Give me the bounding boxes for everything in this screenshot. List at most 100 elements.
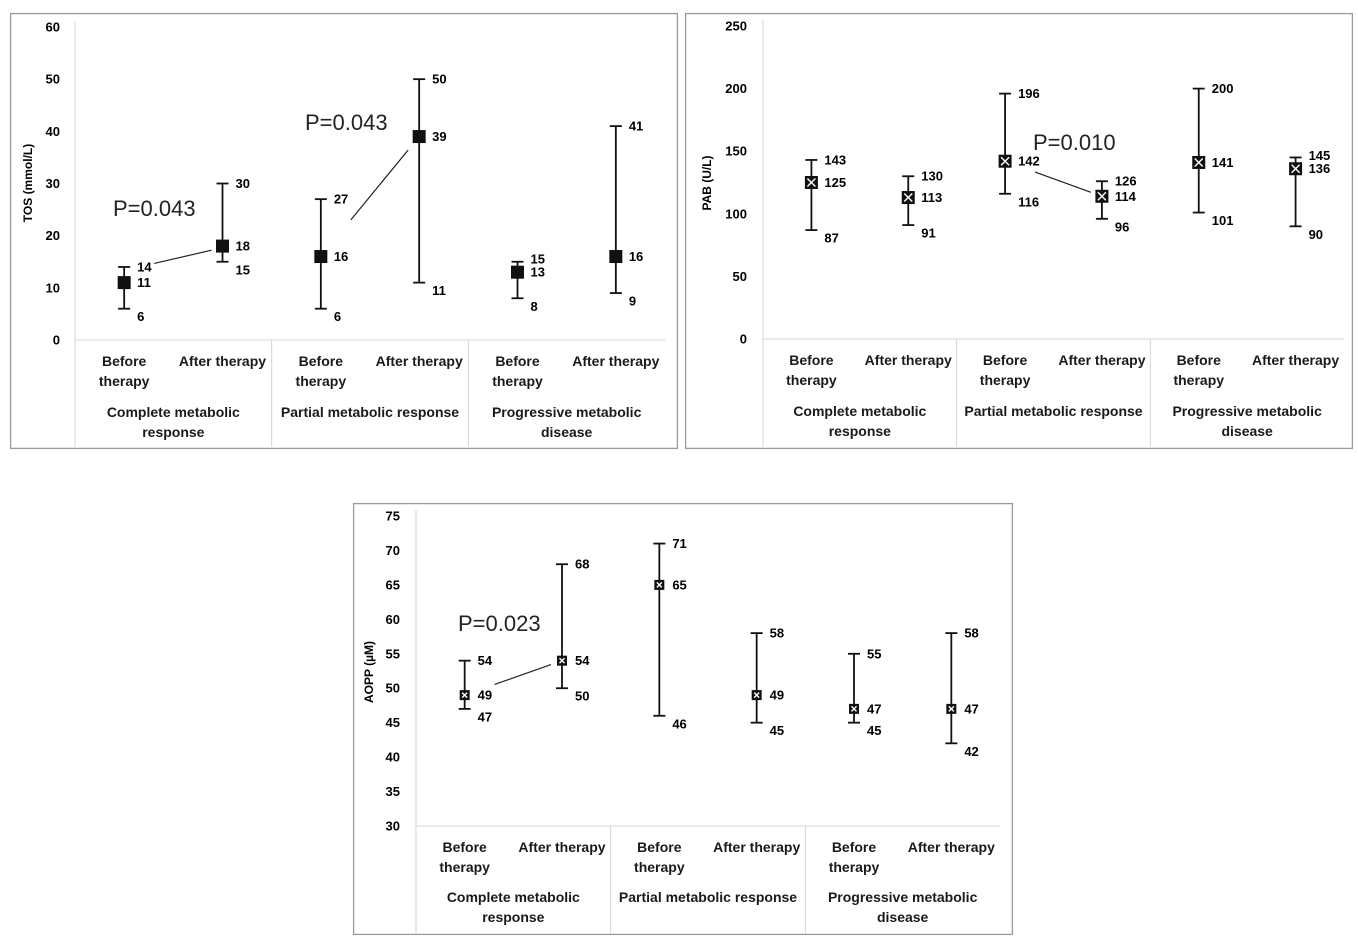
x-category-label-line: Before	[442, 839, 487, 855]
y-tick-label: 20	[46, 228, 60, 243]
x-category-label: After therapy	[908, 839, 995, 855]
x-category-label-line: Before	[637, 839, 682, 855]
upper-value-label: 200	[1212, 81, 1234, 96]
x-category-label: After therapy	[572, 353, 659, 369]
x-group-label: Progressive metabolic disease	[1172, 403, 1322, 439]
x-category-label-line: therapy	[296, 373, 347, 389]
y-tick-label: 30	[386, 819, 400, 834]
aopp-chart: 30 35 40 45 50 55 60 65 70 75 AOPP (µM) Before thera…	[352, 502, 1014, 936]
x-group-label: Complete metabolic response	[447, 889, 580, 925]
y-tick-label: 50	[46, 72, 60, 87]
center-value-label: 136	[1309, 161, 1331, 176]
center-value-label: 54	[575, 653, 590, 668]
y-tick-label: 70	[386, 543, 400, 558]
x-category-label-line: Before	[495, 353, 540, 369]
data-point-marker	[412, 130, 426, 144]
x-category-label: After therapy	[518, 839, 605, 855]
tos-chart: 0 10 20 30 40 50 60 TOS (mmol/L) Before therapy Af…	[9, 12, 679, 450]
x-category-label: After therapy	[1058, 352, 1145, 368]
center-value-label: 39	[432, 129, 446, 144]
chart-frame	[684, 12, 1354, 450]
p-value-label: P=0.043	[113, 196, 196, 221]
x-category-label: Before therapy	[99, 353, 150, 389]
y-tick-label: 40	[386, 750, 400, 765]
lower-value-label: 9	[629, 294, 636, 309]
marker-cross	[656, 581, 663, 588]
y-tick-label: 45	[386, 715, 400, 730]
x-group-label: Progressive metabolic disease	[492, 404, 642, 440]
y-tick-label: 200	[725, 81, 747, 96]
data-point-marker	[314, 250, 328, 264]
y-tick-label: 150	[725, 144, 747, 159]
center-value-label: 47	[964, 701, 978, 716]
y-axis-title: TOS (mmol/L)	[21, 144, 35, 222]
upper-value-label: 130	[921, 169, 943, 184]
upper-value-label: 55	[867, 646, 881, 661]
data-point-marker	[216, 239, 229, 253]
marker-cross	[1291, 164, 1301, 174]
x-category-label-line: therapy	[492, 373, 543, 389]
lower-value-label: 116	[1018, 194, 1039, 209]
upper-value-label: 196	[1018, 86, 1040, 101]
y-tick-label: 0	[740, 332, 747, 347]
x-category-label-line: After therapy	[1252, 352, 1339, 368]
chart-frame	[352, 502, 1014, 936]
lower-value-label: 96	[1115, 219, 1129, 234]
marker-cross	[559, 657, 565, 664]
upper-value-label: 14	[137, 259, 152, 274]
x-category-label: After therapy	[376, 353, 463, 369]
x-category-label: After therapy	[1252, 352, 1339, 368]
lower-value-label: 50	[575, 689, 589, 704]
center-value-label: 114	[1115, 189, 1137, 204]
x-category-label-line: therapy	[786, 372, 837, 388]
chart-frame	[9, 12, 679, 450]
data-point-marker	[511, 265, 524, 279]
x-category-label: Before therapy	[492, 353, 543, 389]
y-tick-label: 50	[386, 681, 400, 696]
marker-cross	[903, 193, 913, 203]
x-group-label-line: Partial metabolic response	[964, 403, 1142, 419]
upper-value-label: 50	[432, 72, 446, 87]
marker-cross	[851, 705, 857, 712]
marker-cross	[1000, 156, 1010, 166]
x-category-label: Before therapy	[786, 352, 837, 388]
lower-value-label: 42	[964, 744, 978, 759]
x-group-label-line: Complete metabolic	[447, 889, 580, 905]
x-category-label-line: After therapy	[572, 353, 659, 369]
x-group-label-line: response	[829, 423, 891, 439]
marker-cross	[1194, 157, 1204, 167]
center-value-label: 142	[1018, 154, 1040, 169]
x-group-label-line: Complete metabolic	[793, 403, 926, 419]
center-value-label: 16	[334, 249, 348, 264]
y-tick-label: 0	[53, 333, 60, 348]
upper-value-label: 30	[236, 176, 250, 191]
upper-value-label: 15	[531, 252, 545, 267]
upper-value-label: 54	[478, 653, 493, 668]
y-tick-label: 250	[725, 19, 747, 34]
x-group-label: Progressive metabolic disease	[828, 889, 978, 925]
x-group-label: Complete metabolic response	[107, 404, 240, 440]
center-value-label: 125	[824, 175, 846, 190]
x-group-label-line: disease	[541, 424, 593, 440]
y-tick-label: 100	[725, 206, 747, 221]
x-category-label-line: Before	[102, 353, 147, 369]
lower-value-label: 6	[137, 309, 144, 324]
x-category-label: Before therapy	[296, 353, 347, 389]
p-value-connector	[1034, 171, 1092, 193]
upper-value-label: 68	[575, 557, 589, 572]
lower-value-label: 46	[672, 716, 686, 731]
lower-value-label: 90	[1309, 227, 1323, 242]
marker-cross	[806, 178, 816, 187]
upper-value-label: 41	[629, 119, 643, 134]
center-value-label: 16	[629, 249, 643, 264]
center-value-label: 141	[1212, 155, 1234, 170]
x-category-label-line: After therapy	[1058, 352, 1145, 368]
p-value-connector	[494, 663, 552, 686]
x-category-label-line: therapy	[980, 372, 1031, 388]
x-category-label-line: Before	[789, 352, 834, 368]
lower-value-label: 45	[770, 723, 784, 738]
x-category-label: Before therapy	[829, 839, 880, 875]
y-tick-label: 50	[733, 269, 747, 284]
x-category-label-line: After therapy	[376, 353, 463, 369]
marker-cross	[948, 705, 955, 712]
